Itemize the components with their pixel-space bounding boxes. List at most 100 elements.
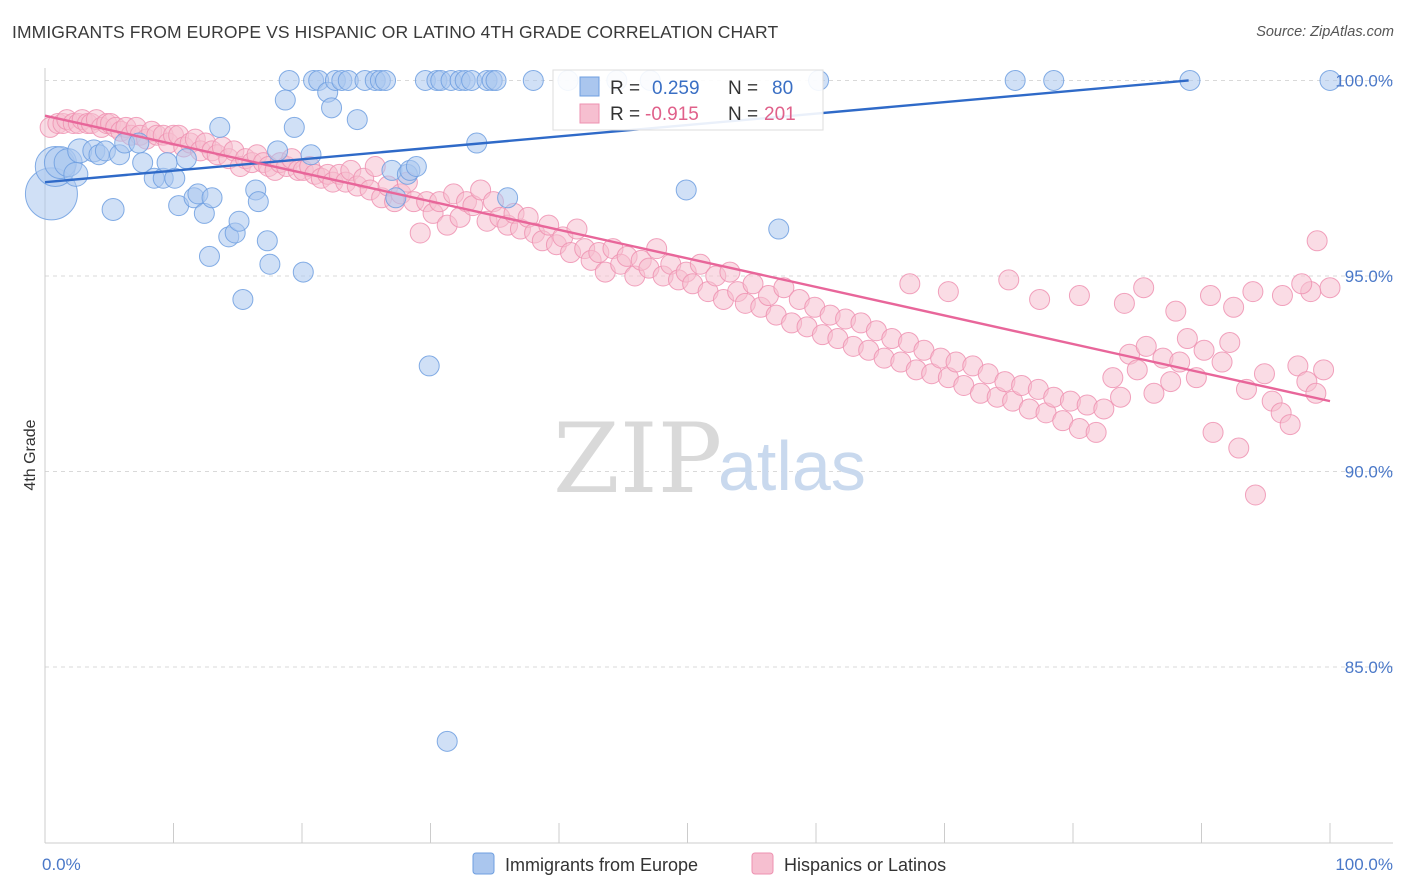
hispanics-point: [1093, 398, 1115, 420]
europe-point: [1004, 69, 1026, 91]
watermark-atlas: atlas: [718, 427, 866, 505]
legend-label-europe: Immigrants from Europe: [505, 855, 698, 875]
hispanics-point: [409, 222, 431, 244]
europe-point: [522, 69, 544, 91]
hispanics-point: [1193, 339, 1215, 361]
hispanics-point: [1223, 296, 1245, 318]
watermark-zip: ZIP: [553, 403, 722, 515]
hispanics-point: [1176, 328, 1198, 350]
hispanics-point: [937, 281, 959, 303]
hispanics-point: [1160, 371, 1182, 393]
stats-blue-n-value: 80: [772, 78, 793, 99]
europe-point: [175, 148, 197, 170]
europe-point: [346, 109, 368, 131]
europe-point: [267, 140, 289, 162]
hispanics-point: [1279, 414, 1301, 436]
europe-point: [485, 69, 507, 91]
legend-swatch-hispanics: [751, 852, 774, 875]
watermark: ZIP atlas: [553, 403, 866, 515]
hispanics-point: [646, 238, 668, 260]
hispanics-point: [1102, 367, 1124, 389]
hispanics-point: [1319, 277, 1341, 299]
europe-point: [436, 730, 458, 752]
stats-blue-n-label: N =: [728, 78, 758, 99]
hispanics-point: [1306, 230, 1328, 252]
hispanics-point: [1228, 437, 1250, 459]
hispanics-point: [1126, 359, 1148, 381]
stats-pink-n-value: 201: [764, 104, 796, 125]
europe-point: [675, 179, 697, 201]
europe-point: [418, 355, 440, 377]
hispanics-point: [1085, 421, 1107, 443]
legend-label-hispanics: Hispanics or Latinos: [784, 855, 946, 875]
hispanics-point: [1287, 355, 1309, 377]
hispanics-point: [1242, 281, 1264, 303]
y-axis-label: 4th Grade: [22, 419, 39, 490]
europe-point: [274, 89, 296, 111]
europe-point: [375, 69, 397, 91]
hispanics-point: [1271, 285, 1293, 307]
europe-point: [405, 155, 427, 177]
stats-pink-r-label: R =: [610, 104, 640, 125]
y-tick-labels: 85.0% 90.0% 95.0% 100.0%: [1335, 71, 1393, 677]
x-tick-label-max: 100.0%: [1335, 855, 1393, 874]
stats-blue-swatch: [579, 76, 600, 97]
hispanics-point: [1143, 382, 1165, 404]
europe-point: [63, 161, 89, 187]
europe-point: [164, 167, 186, 189]
europe-point: [292, 261, 314, 283]
europe-point: [278, 69, 300, 91]
hispanics-point: [998, 269, 1020, 291]
y-tick-label: 90.0%: [1345, 463, 1393, 482]
europe-point: [198, 245, 220, 267]
europe-point: [1319, 69, 1341, 91]
hispanics-point: [1244, 484, 1266, 506]
hispanics-point: [1029, 288, 1051, 310]
europe-point: [1043, 69, 1065, 91]
stats-pink-r-value: -0.915: [645, 104, 699, 125]
europe-trend-line: [44, 79, 1189, 184]
stats-box: R = 0.259 N = 80 R = -0.915 N = 201: [552, 69, 824, 131]
europe-point: [101, 198, 125, 222]
hispanics-point: [773, 277, 795, 299]
europe-point: [768, 218, 790, 240]
stats-pink-n-label: N =: [728, 104, 758, 125]
stats-blue-r-label: R =: [610, 78, 640, 99]
stats-blue-r-value: 0.259: [652, 78, 700, 99]
x-tick-label-min: 0.0%: [42, 855, 81, 874]
europe-point: [321, 97, 343, 119]
hispanics-point: [1219, 331, 1241, 353]
europe-point: [385, 187, 407, 209]
hispanics-point: [1253, 363, 1275, 385]
chart-title: IMMIGRANTS FROM EUROPE VS HISPANIC OR LA…: [12, 22, 779, 42]
hispanics-point: [1291, 273, 1313, 295]
y-tick-label: 100.0%: [1335, 71, 1393, 90]
europe-point: [497, 187, 519, 209]
hispanics-trend-line: [44, 114, 1331, 403]
europe-point: [228, 210, 250, 232]
hispanics-point: [899, 273, 921, 295]
hispanics-point: [1211, 351, 1233, 373]
hispanics-point: [1068, 285, 1090, 307]
hispanics-point: [1199, 285, 1221, 307]
hispanics-point: [1165, 300, 1187, 322]
hispanics-point: [1135, 335, 1157, 357]
y-tick-label: 95.0%: [1345, 267, 1393, 286]
europe-point: [232, 288, 254, 310]
hispanics-point: [1110, 386, 1132, 408]
hispanics-point: [1313, 359, 1335, 381]
legend-swatch-europe: [472, 852, 495, 875]
hispanics-point: [1113, 292, 1135, 314]
europe-point: [256, 230, 278, 252]
chart-source: Source: ZipAtlas.com: [1256, 24, 1394, 40]
europe-point: [247, 191, 269, 213]
europe-point: [201, 187, 223, 209]
trend-lines: [44, 79, 1331, 403]
europe-point: [283, 116, 305, 138]
hispanics-points: [39, 109, 1341, 506]
hispanics-point: [1202, 421, 1224, 443]
stats-pink-swatch: [579, 103, 600, 124]
europe-point: [300, 144, 322, 166]
hispanics-point: [1133, 277, 1155, 299]
